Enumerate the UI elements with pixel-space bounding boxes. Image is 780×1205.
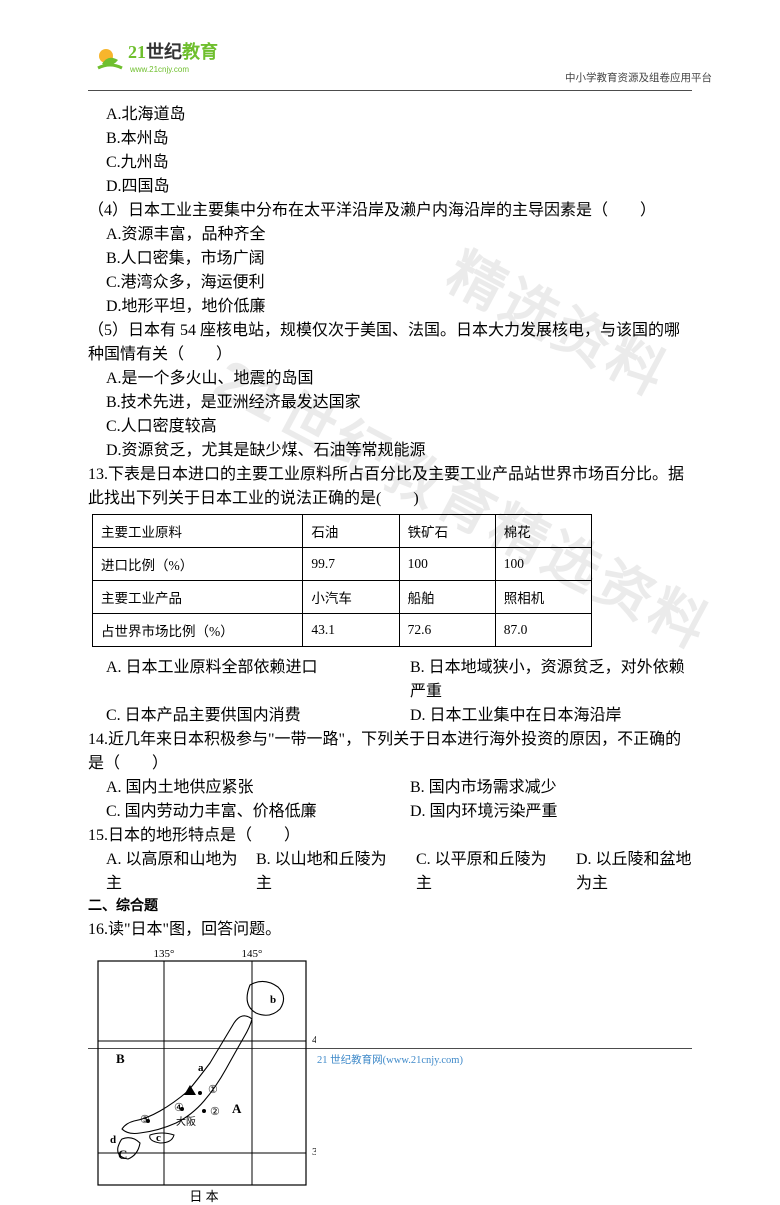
q14-opt-a: A. 国内土地供应紧张 — [88, 773, 388, 797]
q13-options: A. 日本工业原料全部依赖进口 B. 日本地域狭小，资源贫乏，对外依赖严重 C.… — [88, 653, 692, 725]
table-cell: 照相机 — [495, 581, 591, 614]
q13-stem: 13.下表是日本进口的主要工业原料所占百分比及主要工业产品站世界市场百分比。据此… — [88, 460, 692, 508]
table-cell: 72.6 — [399, 614, 495, 647]
table-cell: 占世界市场比例（%） — [93, 614, 303, 647]
table-cell: 主要工业原料 — [93, 515, 303, 548]
table-cell: 100 — [399, 548, 495, 581]
table-cell: 船舶 — [399, 581, 495, 614]
label-n2: ② — [210, 1106, 220, 1118]
table-row: 进口比例（%） 99.7 100 100 — [93, 548, 592, 581]
svg-text:www.21cnjy.com: www.21cnjy.com — [129, 65, 189, 74]
table-row: 主要工业产品 小汽车 船舶 照相机 — [93, 581, 592, 614]
q4-stem: （4）日本工业主要集中分布在太平洋沿岸及濑户内海沿岸的主导因素是（ ） — [88, 196, 692, 220]
option-d: D.四国岛 — [88, 172, 692, 196]
map-caption: 日 本 — [189, 1189, 218, 1204]
q4-opt-c: C.港湾众多，海运便利 — [88, 268, 692, 292]
label-n4: ④ — [174, 1102, 184, 1114]
japan-map: 135° 145° 40° 30° B A C a — [92, 943, 316, 1205]
q15-opt-b: B. 以山地和丘陵为主 — [238, 845, 398, 893]
label-c: c — [156, 1132, 161, 1144]
label-osaka: 大阪 — [176, 1115, 196, 1128]
brand-logo: 21世纪教育 www.21cnjy.com — [88, 36, 238, 82]
table-row: 主要工业原料 石油 铁矿石 棉花 — [93, 515, 592, 548]
footer-rule — [88, 1048, 692, 1049]
q13-opt-a: A. 日本工业原料全部依赖进口 — [88, 653, 388, 701]
header-rule — [88, 90, 692, 91]
option-c: C.九州岛 — [88, 148, 692, 172]
table-cell: 铁矿石 — [399, 515, 495, 548]
q4-opt-d: D.地形平坦，地价低廉 — [88, 292, 692, 316]
q4-opt-b: B.人口密集，市场广阔 — [88, 244, 692, 268]
q14-options: A. 国内土地供应紧张 B. 国内市场需求减少 C. 国内劳动力丰富、价格低廉 … — [88, 773, 692, 821]
label-d: d — [110, 1134, 116, 1146]
page-content: A.北海道岛 B.本州岛 C.九州岛 D.四国岛 （4）日本工业主要集中分布在太… — [88, 100, 692, 1205]
label-n1: ① — [208, 1084, 218, 1096]
q14-stem: 14.近几年来日本积极参与"一带一路"，下列关于日本进行海外投资的原因，不正确的… — [88, 725, 692, 773]
q15-stem: 15.日本的地形特点是（ ） — [88, 821, 692, 845]
footer-text: 21 世纪教育网(www.21cnjy.com) — [0, 1052, 780, 1067]
option-b: B.本州岛 — [88, 124, 692, 148]
q13-opt-c: C. 日本产品主要供国内消费 — [88, 701, 388, 725]
header-subtitle: 中小学教育资源及组卷应用平台 — [565, 70, 712, 85]
q4-opt-a: A.资源丰富，品种齐全 — [88, 220, 692, 244]
table-cell: 100 — [495, 548, 591, 581]
table-cell: 87.0 — [495, 614, 591, 647]
lon-label-145: 145° — [242, 948, 263, 960]
table-cell: 进口比例（%） — [93, 548, 303, 581]
q5-stem: （5）日本有 54 座核电站，规模仅次于美国、法国。日本大力发展核电，与该国的哪… — [88, 316, 692, 364]
table-cell: 石油 — [303, 515, 399, 548]
q14-opt-d: D. 国内环境污染严重 — [392, 797, 692, 821]
table-cell: 99.7 — [303, 548, 399, 581]
table-cell: 43.1 — [303, 614, 399, 647]
q16-stem: 16.读"日本"图，回答问题。 — [88, 915, 692, 939]
q15-opt-d: D. 以丘陵和盆地为主 — [558, 845, 692, 893]
option-a: A.北海道岛 — [88, 100, 692, 124]
label-n3: ③ — [140, 1114, 150, 1126]
q5-opt-b: B.技术先进，是亚洲经济最发达国家 — [88, 388, 692, 412]
lon-label-135: 135° — [154, 948, 175, 960]
q5-opt-d: D.资源贫乏，尤其是缺少煤、石油等常规能源 — [88, 436, 692, 460]
q5-opt-c: C.人口密度较高 — [88, 412, 692, 436]
q13-opt-d: D. 日本工业集中在日本海沿岸 — [392, 701, 692, 725]
q14-opt-c: C. 国内劳动力丰富、价格低廉 — [88, 797, 388, 821]
q15-options: A. 以高原和山地为主 B. 以山地和丘陵为主 C. 以平原和丘陵为主 D. 以… — [88, 845, 692, 893]
lat-label-30: 30° — [312, 1146, 316, 1158]
q13-opt-b: B. 日本地域狭小，资源贫乏，对外依赖严重 — [392, 653, 692, 701]
q15-opt-c: C. 以平原和丘陵为主 — [398, 845, 558, 893]
label-A: A — [232, 1101, 242, 1116]
q15-opt-a: A. 以高原和山地为主 — [88, 845, 238, 893]
q14-opt-b: B. 国内市场需求减少 — [392, 773, 692, 797]
table-cell: 主要工业产品 — [93, 581, 303, 614]
table-cell: 棉花 — [495, 515, 591, 548]
svg-text:21世纪教育: 21世纪教育 — [128, 41, 218, 62]
q13-table: 主要工业原料 石油 铁矿石 棉花 进口比例（%） 99.7 100 100 主要… — [92, 514, 592, 647]
label-C: C — [118, 1147, 127, 1162]
lat-label-40: 40° — [312, 1034, 316, 1046]
q5-opt-a: A.是一个多火山、地震的岛国 — [88, 364, 692, 388]
table-row: 占世界市场比例（%） 43.1 72.6 87.0 — [93, 614, 592, 647]
section-2-title: 二、综合题 — [88, 895, 692, 915]
label-b: b — [270, 994, 276, 1006]
table-cell: 小汽车 — [303, 581, 399, 614]
